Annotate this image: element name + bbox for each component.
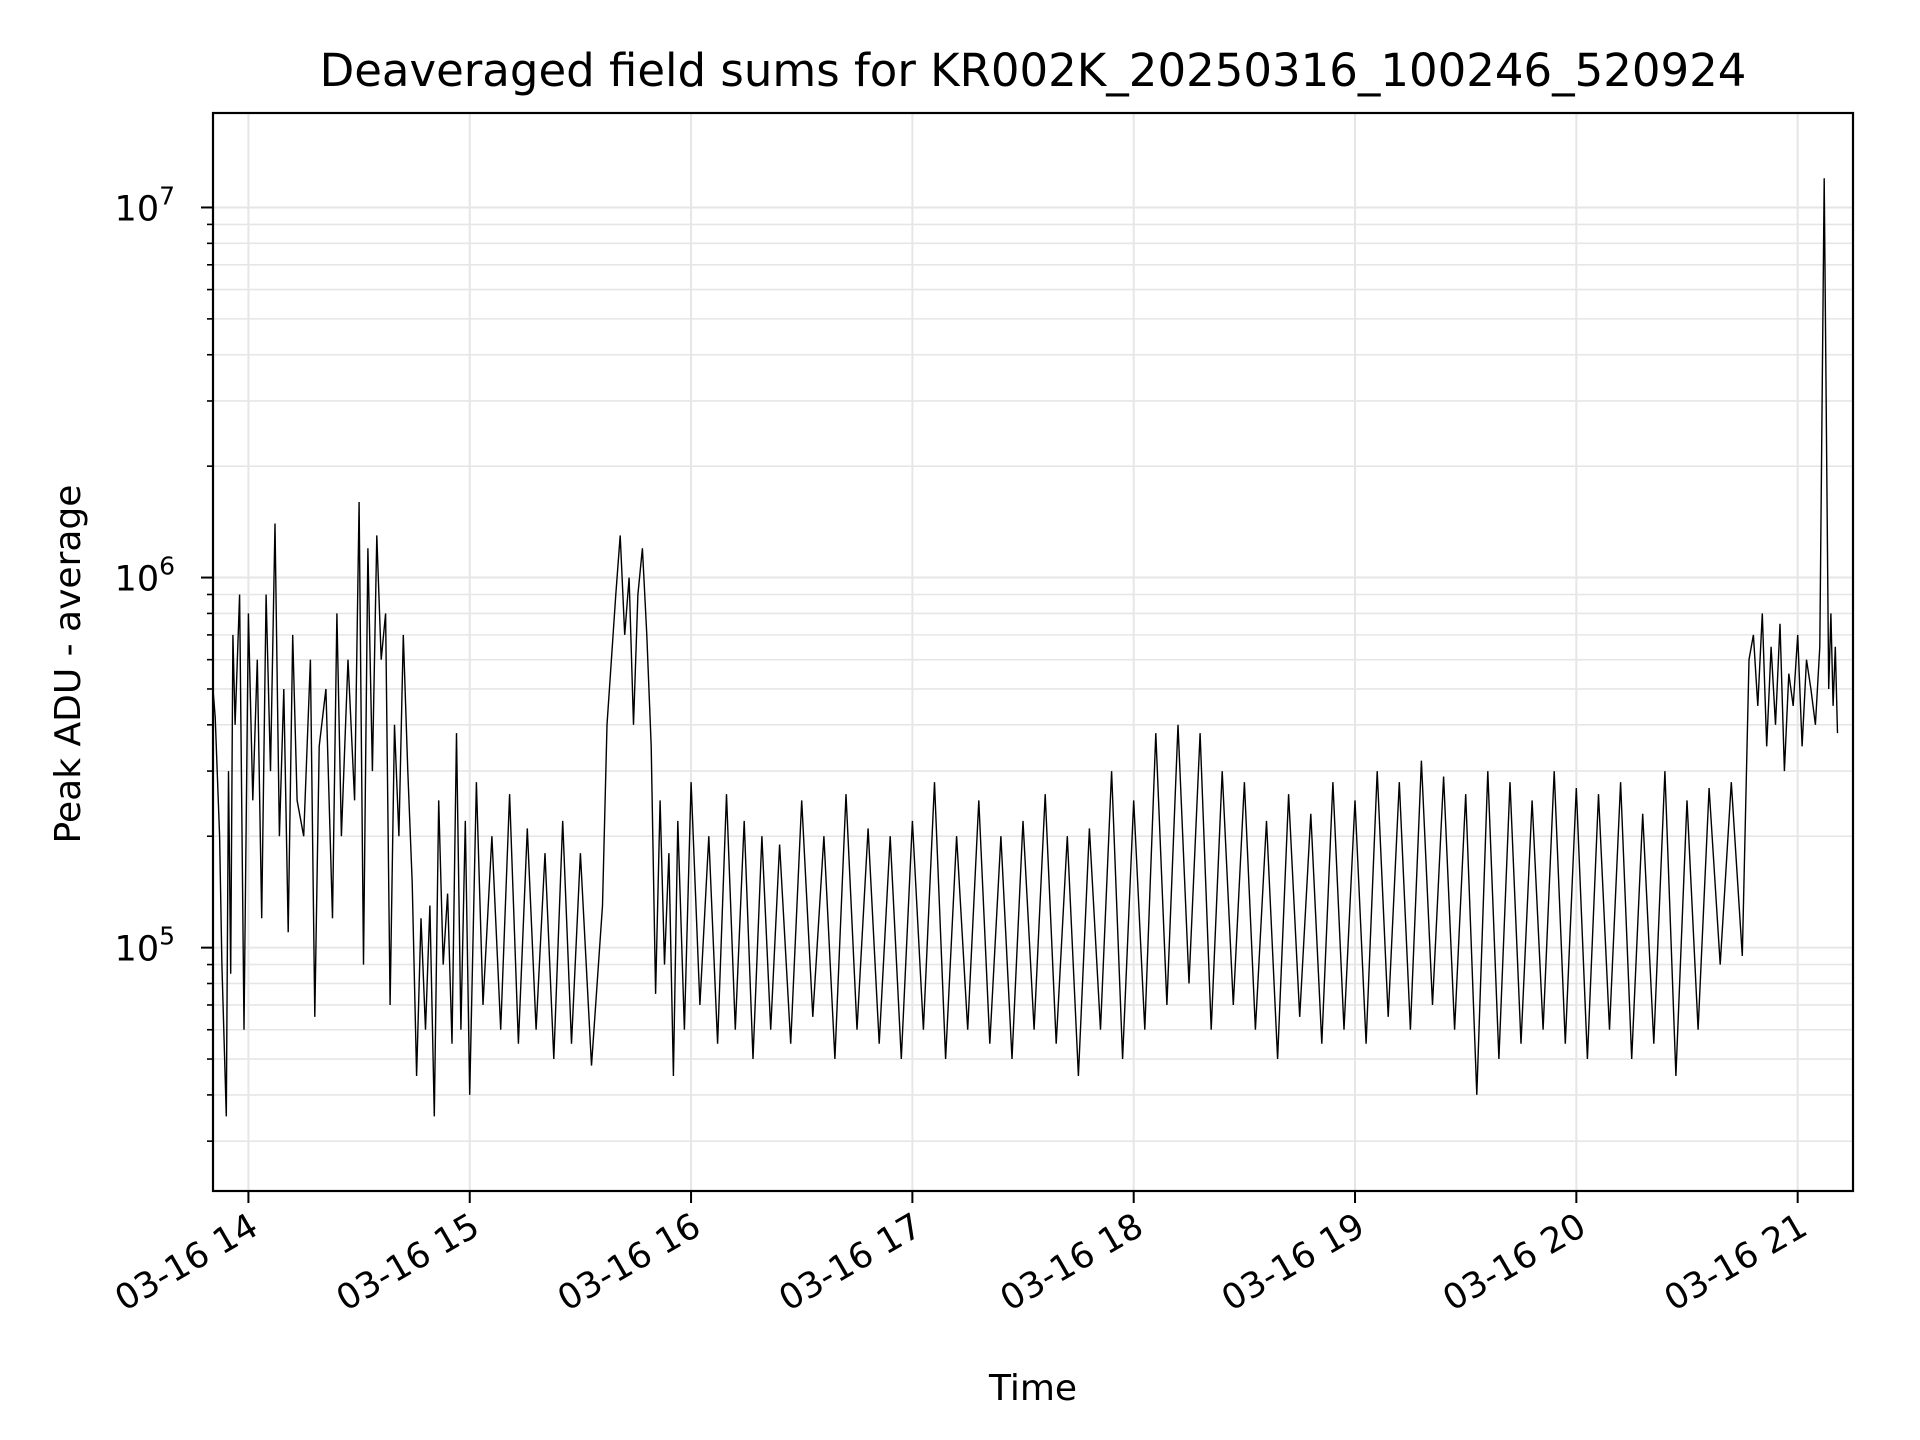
chart-title: Deaveraged field sums for KR002K_2025031… bbox=[320, 44, 1747, 97]
axes-frame bbox=[211, 111, 1855, 1193]
plot-area bbox=[212, 178, 1839, 1117]
y-axis-label: Peak ADU - average bbox=[48, 485, 89, 844]
y-tick-label: 107 bbox=[115, 181, 175, 229]
x-axis-label: Time bbox=[988, 1368, 1077, 1409]
series-line bbox=[212, 178, 1839, 1117]
grid bbox=[213, 113, 1853, 1191]
y-tick-label: 105 bbox=[115, 922, 175, 970]
y-tick-label: 106 bbox=[115, 552, 175, 600]
